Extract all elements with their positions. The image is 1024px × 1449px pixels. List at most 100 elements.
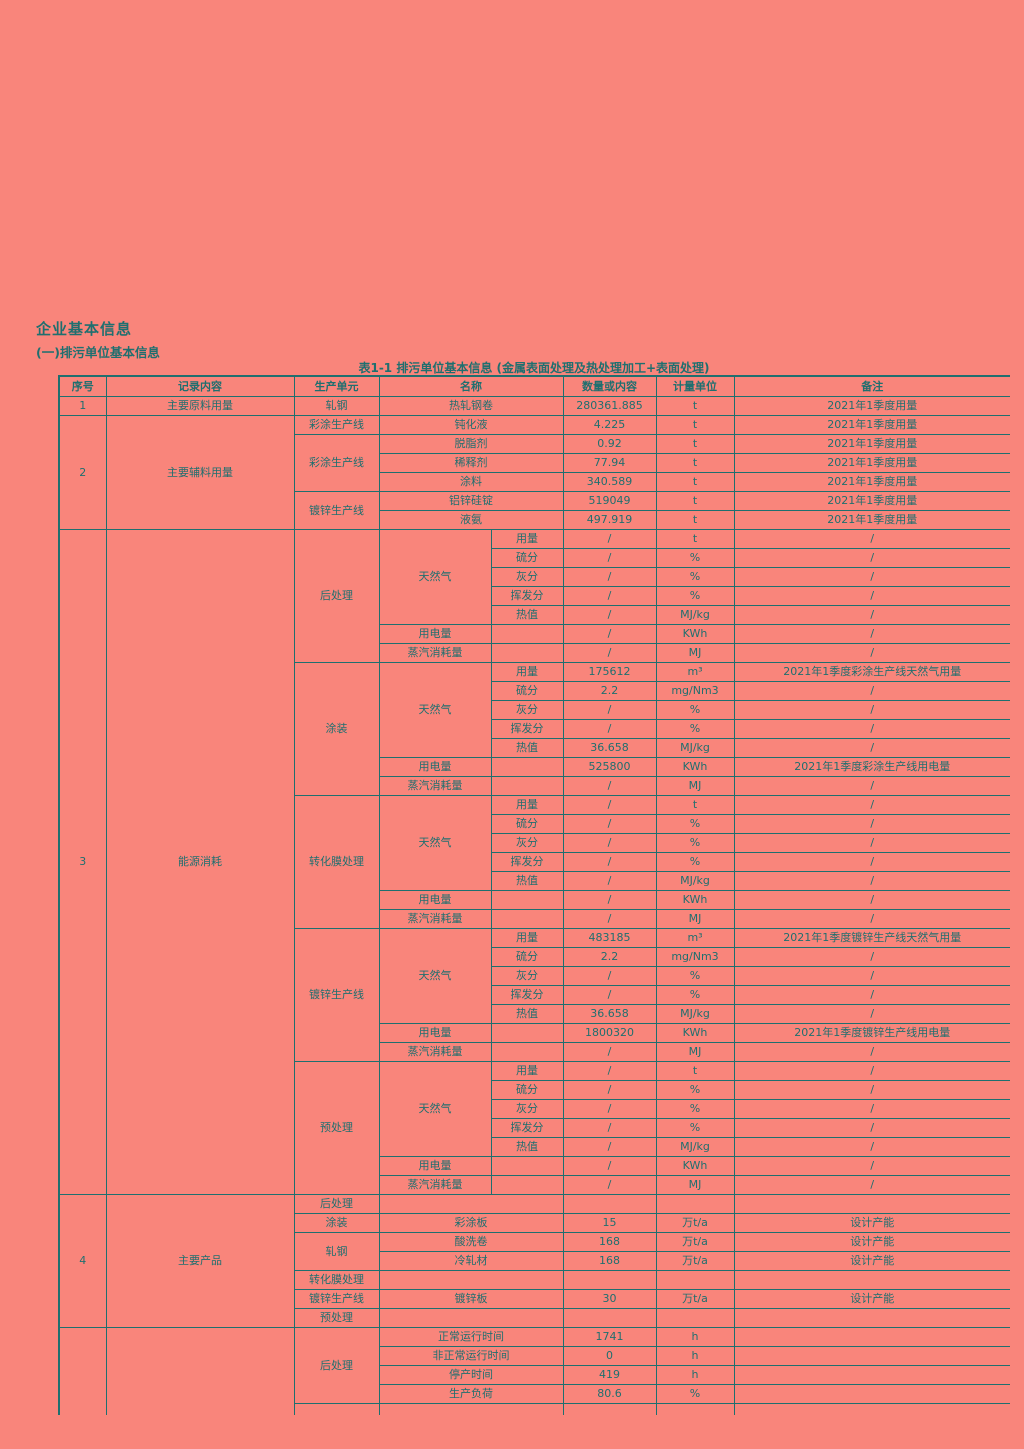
table-cell: / <box>562 871 657 891</box>
table-cell: 168 <box>562 1251 657 1271</box>
table-cell: 30 <box>562 1289 657 1309</box>
table-cell: / <box>733 795 1010 815</box>
table-cell <box>733 1365 1010 1385</box>
table-row: 热值 / MJ/kg / <box>59 871 1010 891</box>
table-cell: % <box>655 700 735 720</box>
table-cell: % <box>655 833 735 853</box>
table-cell: / <box>562 1099 657 1119</box>
table-cell: / <box>562 1137 657 1157</box>
table-cell: KWh <box>655 624 735 644</box>
table-cell <box>733 1327 1010 1347</box>
table-row: 涂料 340.589 t 2021年1季度用量 <box>59 472 1010 492</box>
table-cell: 蒸汽消耗量 <box>378 643 492 663</box>
column-header: 生产单元 <box>293 375 380 397</box>
table-cell: / <box>733 1099 1010 1119</box>
table-cell: t <box>655 1061 735 1081</box>
table-cell: 2021年1季度用量 <box>733 415 1010 435</box>
table-cell: 2021年1季度用量 <box>733 453 1010 473</box>
table-cell: 彩涂生产线 <box>293 434 380 492</box>
column-header: 名称 <box>378 375 564 397</box>
table-row: 预处理 天然气 用量 / t / <box>59 1061 1010 1195</box>
table-cell: 冷轧材 <box>378 1251 564 1271</box>
table-row: 镀锌生产线 天然气 用量 483185 m³ 2021年1季度镀锌生产线天然气用量 <box>59 928 1010 1062</box>
table-cell: 280361.885 <box>562 396 657 416</box>
table-row: 液氨 497.919 t 2021年1季度用量 <box>59 510 1010 530</box>
table-cell <box>733 1384 1010 1404</box>
table-cell: / <box>733 890 1010 910</box>
table-cell: % <box>655 1384 735 1404</box>
table-cell: 2021年1季度用量 <box>733 472 1010 492</box>
table-cell: 1 <box>58 396 107 416</box>
table-cell: 硫分 <box>490 681 564 701</box>
table-cell: 涂装 <box>293 1213 380 1233</box>
table-cell: 蒸汽消耗量 <box>378 1175 492 1195</box>
table-cell: / <box>733 833 1010 853</box>
table-cell: 设计产能 <box>733 1213 1010 1233</box>
table-cell: 热值 <box>490 871 564 891</box>
table-row: 挥发分 /% / <box>59 586 1010 606</box>
table-cell: 硫分 <box>490 814 564 834</box>
table-cell: 灰分 <box>490 966 564 986</box>
table-cell: % <box>655 719 735 739</box>
table-cell <box>733 1308 1010 1328</box>
table-cell: 168 <box>562 1232 657 1252</box>
table-body: 序号 记录内容 生产单元 名称 数量或内容 计量单位 备注 1 主要原料用量 轧钢 热轧钢卷 2803… <box>58 375 1010 1415</box>
table-cell: 热值 <box>490 1137 564 1157</box>
table-cell: 2021年1季度用量 <box>733 434 1010 454</box>
table-cell: / <box>562 1080 657 1100</box>
table-cell: 36.658 <box>562 738 657 758</box>
table-cell: t <box>655 795 735 815</box>
table-row: 热值 36.658 MJ/kg / <box>59 738 1010 758</box>
table-cell: 稀释剂 <box>378 453 564 473</box>
table-cell: 0 <box>562 1346 657 1366</box>
table-cell: % <box>655 1118 735 1138</box>
table-cell <box>378 1308 564 1328</box>
table-cell: / <box>562 814 657 834</box>
table-cell: KWh <box>655 890 735 910</box>
table-cell <box>490 1156 564 1176</box>
table-cell: 天然气 <box>378 1061 492 1157</box>
table-cell: / <box>733 548 1010 568</box>
column-header: 数量或内容 <box>562 375 657 397</box>
table-cell: / <box>562 833 657 853</box>
table-cell: 镀锌板 <box>378 1289 564 1309</box>
table-cell: 天然气 <box>378 662 492 758</box>
table-cell: / <box>733 700 1010 720</box>
table-cell: / <box>562 966 657 986</box>
table-cell: 用量 <box>490 1061 564 1081</box>
table-cell: 15 <box>562 1213 657 1233</box>
table-cell: t <box>655 453 735 473</box>
table-cell: / <box>562 1118 657 1138</box>
table-row: 灰分 /% / <box>59 567 1010 587</box>
table-cell: 液氨 <box>378 510 564 530</box>
table-cell <box>655 1270 735 1290</box>
table-cell: mg/Nm3 <box>655 947 735 967</box>
basic-info-table: 序号 记录内容 生产单元 名称 数量或内容 计量单位 备注 1 主要原料用量 轧钢 热轧钢卷 2803… <box>58 375 1010 1415</box>
table-cell: 硫分 <box>490 1080 564 1100</box>
table-cell: 天然气 <box>378 529 492 625</box>
table-cell <box>733 1270 1010 1290</box>
table-cell <box>378 1270 564 1290</box>
table-cell: / <box>733 719 1010 739</box>
table-cell: / <box>562 776 657 796</box>
table-cell <box>490 757 564 777</box>
table-cell: MJ/kg <box>655 1137 735 1157</box>
table-cell: 后处理 <box>293 529 380 663</box>
table-cell: 用电量 <box>378 757 492 777</box>
table-cell: 天然气 <box>378 928 492 1024</box>
table-cell: 用量 <box>490 529 564 549</box>
table-cell: / <box>733 871 1010 891</box>
table-cell: / <box>733 966 1010 986</box>
table-cell: 轧钢 <box>293 1232 380 1271</box>
table-cell: 钝化液 <box>378 415 564 435</box>
table-cell: / <box>562 624 657 644</box>
table-row: 涂装 天然气 用量 175612 m³ 2021年1季度彩涂生产线天然气用量 <box>59 662 1010 796</box>
table-cell: 挥发分 <box>490 719 564 739</box>
table-cell: % <box>655 985 735 1005</box>
table-cell: MJ/kg <box>655 605 735 625</box>
table-cell: 1800320 <box>562 1023 657 1043</box>
table-row: 蒸汽消耗量 / MJ / <box>59 1042 1010 1062</box>
table-cell: % <box>655 966 735 986</box>
table-cell: / <box>562 586 657 606</box>
